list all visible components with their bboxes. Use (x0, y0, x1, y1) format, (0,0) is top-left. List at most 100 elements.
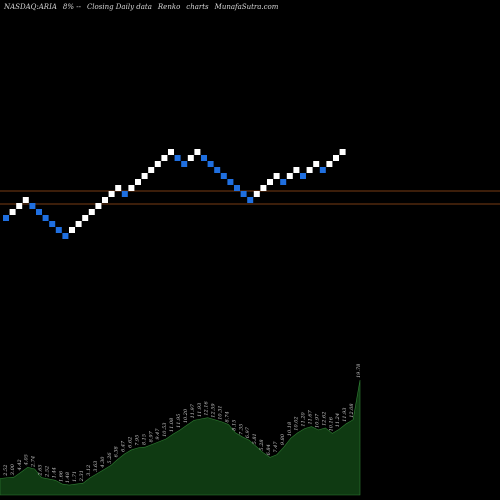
volume-label: 10.02 (294, 416, 300, 430)
renko-brick (22, 197, 29, 203)
volume-label: 11.24 (335, 413, 341, 427)
change-label: 8% -- (62, 3, 81, 11)
renko-brick (95, 203, 102, 209)
volume-label: 7.95 (134, 435, 140, 446)
volume-label: 3.63 (93, 461, 99, 472)
level-lines (0, 190, 500, 205)
renko-brick (168, 149, 174, 155)
volume-label: 10.18 (287, 422, 293, 436)
renko-brick (36, 209, 42, 215)
volume-label: 11.93 (342, 407, 348, 421)
renko-brick (108, 191, 115, 197)
volume-label: 2.74 (31, 456, 37, 468)
chart-header: NASDAQ:ARIA 8% -- Closing Daily data Renko c… (4, 3, 284, 11)
renko-brick (69, 227, 75, 233)
renko-brick (194, 149, 201, 155)
renko-brick (293, 167, 300, 173)
renko-brick (16, 203, 23, 209)
symbol-label: NASDAQ:ARIA (4, 3, 57, 11)
volume-label: 11.95 (176, 414, 182, 428)
volume-label: 2.41 (0, 465, 2, 477)
renko-brick (115, 185, 122, 191)
renko-brick (102, 197, 108, 203)
renko-brick (42, 215, 49, 221)
renko-brick (88, 209, 95, 215)
volume-label: 7.47 (273, 441, 279, 453)
renko-brick (220, 173, 227, 179)
volume-label: 12.08 (349, 403, 355, 417)
volume-label: 11.20 (301, 411, 307, 426)
volume-label: 8.97 (148, 430, 154, 442)
volume-label: 8.15 (231, 420, 237, 431)
renko-brick (339, 149, 346, 155)
renko-brick (82, 215, 89, 221)
renko-brick (333, 155, 339, 161)
volume-label: 11.08 (169, 418, 175, 432)
volume-label: 10.31 (218, 405, 224, 419)
renko-brick (326, 161, 333, 167)
volume-label: 12.16 (204, 401, 210, 416)
renko-brick (306, 167, 313, 173)
renko-brick (280, 179, 287, 185)
renko-brick (75, 221, 82, 227)
renko-brick (174, 155, 181, 161)
volume-label: 7.35 (238, 424, 244, 435)
volume-label: 6.84 (266, 444, 272, 455)
renko-brick (319, 167, 326, 173)
volume-label: 4.05 (24, 454, 30, 466)
volume-label: 10.20 (183, 408, 189, 423)
renko-brick (227, 179, 234, 185)
volume-label: 4.42 (17, 459, 23, 471)
renko-brick (253, 191, 260, 197)
renko-brick (181, 161, 188, 167)
volume-label: 8.74 (224, 411, 230, 422)
renko-brick (128, 185, 135, 191)
renko-brick (300, 173, 306, 179)
renko-brick (214, 167, 221, 173)
volume-label: 2.65 (38, 464, 44, 476)
volume-label: 10.16 (328, 416, 334, 431)
volume-label: 11.67 (308, 409, 314, 424)
volume-label: 1.48 (65, 472, 71, 483)
volume-label: 2.31 (79, 470, 85, 482)
renko-brick (3, 215, 9, 221)
volume-label: 10.53 (162, 423, 168, 437)
volume-label: 1.44 (51, 467, 57, 478)
volume-label: 12.59 (211, 403, 217, 418)
volume-label: 9.80 (280, 433, 286, 445)
renko-brick (62, 233, 69, 239)
renko-brick (187, 155, 194, 161)
volume-label: 11.97 (190, 403, 196, 418)
renko-brick (29, 203, 36, 209)
renko-brick (207, 161, 214, 167)
renko-brick (240, 191, 247, 197)
volume-label: 5.81 (252, 433, 258, 444)
volume-label: 6.62 (128, 437, 134, 448)
data-type-label: Closing Daily data (86, 3, 152, 11)
renko-brick (247, 197, 254, 203)
renko-bricks (3, 149, 346, 239)
charts-word: charts (186, 3, 209, 11)
renko-brick (121, 191, 128, 197)
renko-brick (154, 161, 161, 167)
volume-label: 5.28 (259, 439, 265, 450)
renko-brick (148, 167, 155, 173)
renko-brick (49, 221, 56, 227)
volume-label: 6.38 (114, 446, 120, 457)
renko-brick (135, 179, 141, 185)
renko-brick (267, 179, 273, 185)
volume-area-path (0, 379, 361, 496)
volume-label: 11.93 (197, 403, 203, 417)
volume-label: 1.71 (72, 471, 78, 482)
volume-label: 5.26 (107, 452, 113, 464)
volume-area (0, 379, 361, 496)
volume-label: 2.52 (44, 466, 50, 478)
volume-label: 3.12 (86, 465, 92, 476)
site-label: MunafaSutra.com (214, 3, 279, 11)
volume-label: 4.30 (100, 456, 106, 469)
volume-label: 6.47 (121, 440, 127, 452)
renko-brick (201, 155, 207, 161)
chart-kind-label: Renko (157, 3, 181, 11)
volume-label: 9.47 (155, 428, 161, 440)
